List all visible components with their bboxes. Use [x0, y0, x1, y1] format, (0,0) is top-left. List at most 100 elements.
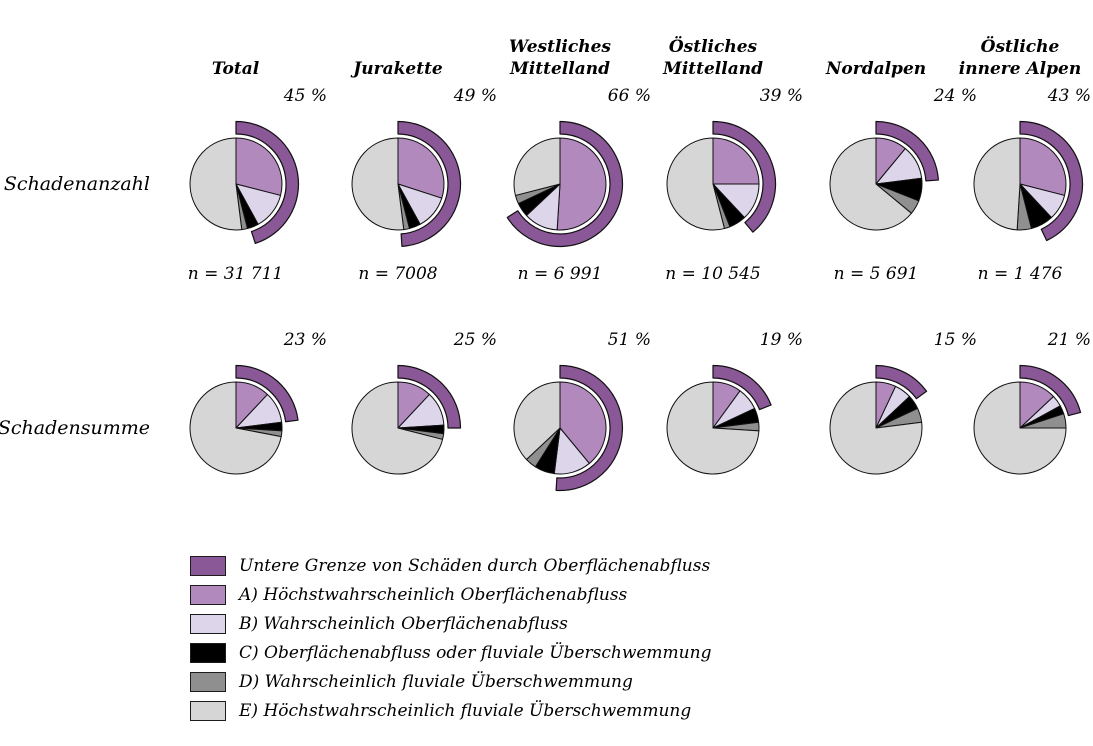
row-label-schadenanzahl: Schadenanzahl	[3, 173, 150, 195]
pie-slice-e	[189, 137, 242, 231]
percent-label: 15 %	[933, 330, 977, 350]
pie-chart-summe-nordalpen	[829, 364, 928, 475]
pie-slice-e	[189, 381, 282, 475]
pie-slice-e	[351, 137, 405, 231]
cell-anzahl-jurakette: 49 % n = 7008	[313, 86, 497, 288]
sample-size-label: n = 5 691	[833, 264, 919, 284]
row-schadensumme: Schadensumme 23 % 25 % 51 % 19 % 15 % 21…	[0, 330, 1093, 498]
legend-swatch-c	[190, 643, 226, 663]
legend-label: C) Oberflächenabfluss oder fluviale Über…	[239, 643, 712, 663]
pie-slice-e	[513, 137, 561, 196]
legend-swatch-b	[190, 614, 226, 634]
pie-slice-a	[556, 137, 607, 231]
sample-size-label: n = 31 711	[187, 264, 284, 284]
pie-slice-e	[973, 381, 1067, 475]
pie-chart-anzahl-oestliche-innere-alpen	[973, 120, 1084, 242]
row-schadenanzahl: Schadenanzahl 45 % n = 31 711 49 % n = 7…	[0, 86, 1093, 288]
pie-chart-summe-oestliches-mittelland	[666, 364, 772, 475]
cell-anzahl-oestliches-mittelland: 39 % n = 10 545	[637, 86, 803, 288]
sample-size-label: n = 7008	[358, 264, 438, 284]
outer-arc-untere-grenze	[397, 120, 462, 247]
legend: Untere Grenze von Schäden durch Oberfläc…	[190, 556, 1093, 721]
outer-arc-untere-grenze	[875, 120, 939, 182]
outer-arc-untere-grenze	[1019, 120, 1084, 242]
outer-arc-untere-grenze	[555, 364, 624, 492]
legend-item-d: D) Wahrscheinlich fluviale Überschwemmun…	[190, 672, 1093, 692]
percent-label: 39 %	[759, 86, 803, 106]
pie-slice-a	[235, 137, 282, 196]
pie-chart-anzahl-total	[189, 120, 299, 245]
percent-label: 66 %	[607, 86, 651, 106]
sample-size-label: n = 1 476	[977, 264, 1063, 284]
cell-summe-total: 23 %	[158, 330, 327, 498]
percent-label: 45 %	[283, 86, 327, 106]
percent-label: 24 %	[933, 86, 977, 106]
row-label-schadensumme: Schadensumme	[0, 417, 150, 439]
cell-anzahl-westliches-mittelland: 66 % n = 6 991	[483, 86, 651, 288]
pie-chart-summe-total	[189, 364, 299, 475]
legend-item-untere-grenze: Untere Grenze von Schäden durch Oberfläc…	[190, 556, 1093, 576]
percent-label: 23 %	[283, 330, 327, 350]
outer-arc-untere-grenze	[1019, 364, 1082, 417]
percent-label: 25 %	[453, 330, 497, 350]
legend-label: B) Wahrscheinlich Oberflächenabfluss	[239, 614, 568, 634]
column-header-oestliche-innere-alpen: Östliche innere Alpen	[958, 36, 1082, 79]
outer-arc-untere-grenze	[397, 364, 462, 429]
cell-anzahl-oestliche-innere-alpen: 43 % n = 1 476	[963, 86, 1091, 288]
pie-slice-e	[666, 381, 760, 475]
percent-label: 43 %	[1047, 86, 1091, 106]
cell-summe-jurakette: 25 %	[313, 330, 497, 498]
pie-slice-e	[973, 137, 1021, 231]
legend-swatch-e	[190, 701, 226, 721]
outer-arc-untere-grenze	[875, 364, 928, 400]
legend-swatch-untere-grenze	[190, 556, 226, 576]
outer-arc-untere-grenze	[712, 364, 772, 411]
column-header-nordalpen: Nordalpen	[825, 58, 927, 79]
pie-slice-e	[666, 137, 725, 231]
pie-chart-summe-westliches-mittelland	[513, 364, 624, 492]
pie-chart-anzahl-oestliches-mittelland	[666, 120, 777, 233]
legend-label: Untere Grenze von Schäden durch Oberfläc…	[239, 556, 711, 576]
cell-anzahl-nordalpen: 24 % n = 5 691	[789, 86, 977, 288]
cell-summe-westliches-mittelland: 51 %	[483, 330, 651, 498]
cell-summe-nordalpen: 15 %	[789, 330, 977, 498]
percent-label: 49 %	[453, 86, 497, 106]
legend-item-b: B) Wahrscheinlich Oberflächenabfluss	[190, 614, 1093, 634]
legend-item-c: C) Oberflächenabfluss oder fluviale Über…	[190, 643, 1093, 663]
pie-slice-a	[1019, 137, 1067, 196]
cell-anzahl-total: 45 % n = 31 711	[158, 86, 327, 288]
column-header-jurakette: Jurakette	[353, 58, 443, 79]
legend-swatch-d	[190, 672, 226, 692]
legend-label: A) Höchstwahrscheinlich Oberflächenabflu…	[239, 585, 628, 605]
pie-chart-anzahl-westliches-mittelland	[506, 120, 624, 248]
cell-summe-oestliche-innere-alpen: 21 %	[963, 330, 1091, 498]
pie-slice-a	[397, 137, 445, 199]
column-header-oestliches-mittelland: Östliches Mittelland	[663, 36, 763, 79]
pie-slice-e	[829, 137, 912, 231]
pie-chart-anzahl-jurakette	[351, 120, 462, 247]
outer-arc-untere-grenze	[712, 120, 777, 233]
pie-slice-a	[559, 381, 607, 464]
legend-swatch-a	[190, 585, 226, 605]
legend-item-a: A) Höchstwahrscheinlich Oberflächenabflu…	[190, 585, 1093, 605]
column-header-total: Total	[211, 58, 260, 79]
legend-label: E) Höchstwahrscheinlich fluviale Übersch…	[239, 701, 692, 721]
pie-chart-anzahl-nordalpen	[829, 120, 939, 231]
outer-arc-untere-grenze	[234, 364, 299, 423]
percent-label: 21 %	[1047, 330, 1091, 350]
outer-arc-untere-grenze	[234, 120, 299, 245]
pie-chart-summe-jurakette	[351, 364, 462, 475]
cell-summe-oestliches-mittelland: 19 %	[637, 330, 803, 498]
pie-slice-e	[513, 381, 561, 460]
pie-slice-e	[829, 381, 923, 475]
legend-item-e: E) Höchstwahrscheinlich fluviale Übersch…	[190, 701, 1093, 721]
pie-chart-summe-oestliche-innere-alpen	[973, 364, 1082, 475]
percent-label: 19 %	[759, 330, 803, 350]
percent-label: 51 %	[607, 330, 651, 350]
pie-slice-a	[712, 137, 760, 185]
pie-slice-e	[351, 381, 444, 475]
outer-arc-untere-grenze	[506, 120, 624, 248]
sample-size-label: n = 6 991	[517, 264, 603, 284]
sample-size-label: n = 10 545	[665, 264, 761, 284]
